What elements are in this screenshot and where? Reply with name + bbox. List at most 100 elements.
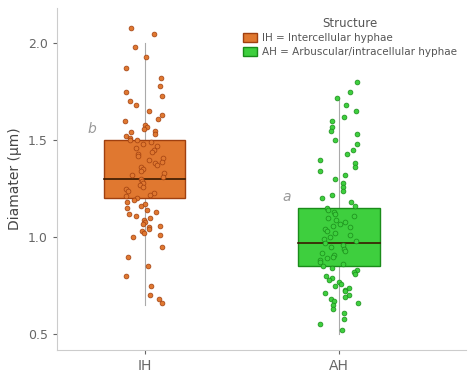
Point xyxy=(335,279,343,285)
Point xyxy=(354,267,361,273)
Point xyxy=(122,273,130,279)
Point xyxy=(352,108,359,114)
Point xyxy=(337,281,345,287)
Point xyxy=(341,219,349,225)
Point xyxy=(139,166,146,172)
Point xyxy=(316,259,324,266)
Point xyxy=(145,224,153,231)
Point xyxy=(156,232,164,238)
Point xyxy=(147,283,155,289)
Point xyxy=(330,251,337,258)
Point xyxy=(123,205,131,211)
Point xyxy=(329,306,337,312)
Point xyxy=(332,217,340,223)
Point xyxy=(328,118,336,124)
Point xyxy=(158,158,166,165)
Point xyxy=(340,114,347,120)
Point xyxy=(143,123,150,130)
Point xyxy=(328,296,335,302)
Point xyxy=(123,186,130,192)
Point xyxy=(122,66,129,72)
Point xyxy=(316,168,324,174)
Point xyxy=(150,147,157,153)
Bar xyxy=(104,140,185,199)
Point xyxy=(343,151,350,157)
Point xyxy=(330,209,338,215)
Point xyxy=(140,125,148,131)
Point xyxy=(153,143,161,149)
Point xyxy=(339,187,347,194)
Point xyxy=(342,288,349,295)
Point xyxy=(347,199,355,205)
Point xyxy=(133,137,141,143)
Point xyxy=(349,147,357,153)
Point xyxy=(157,75,164,81)
Point xyxy=(156,83,164,89)
Point xyxy=(141,219,148,225)
Point xyxy=(324,215,331,221)
Point xyxy=(316,157,324,163)
Point xyxy=(346,89,354,95)
Point xyxy=(130,197,137,203)
Point xyxy=(139,221,147,227)
Point xyxy=(351,203,359,209)
Point xyxy=(139,184,147,190)
Point xyxy=(317,322,324,328)
Point xyxy=(123,89,130,95)
Point xyxy=(156,223,164,229)
Point xyxy=(158,112,165,118)
Point xyxy=(145,108,153,114)
Point xyxy=(351,160,358,166)
Point xyxy=(341,172,348,178)
Point xyxy=(137,164,145,170)
Point xyxy=(126,137,133,143)
Point xyxy=(131,44,139,50)
Point xyxy=(140,217,148,223)
Point xyxy=(328,123,336,130)
Point xyxy=(323,255,330,261)
Point xyxy=(333,94,341,101)
Point xyxy=(327,128,335,134)
Point xyxy=(149,149,156,155)
Point xyxy=(328,191,336,197)
Point xyxy=(147,139,155,145)
Point xyxy=(128,130,135,136)
Point xyxy=(138,178,146,184)
Point xyxy=(327,244,335,250)
Point xyxy=(137,168,145,174)
Point xyxy=(329,302,337,308)
Point xyxy=(330,298,338,304)
Point xyxy=(352,164,359,170)
Point xyxy=(332,283,339,289)
Point xyxy=(321,226,329,232)
Point xyxy=(342,102,349,108)
Point xyxy=(122,133,130,139)
Point xyxy=(146,292,154,298)
Point xyxy=(140,141,147,147)
Point xyxy=(155,296,163,302)
Point xyxy=(128,172,136,178)
Point xyxy=(136,182,143,188)
Point xyxy=(339,242,347,248)
Point xyxy=(150,30,158,37)
Point xyxy=(121,118,129,124)
Point xyxy=(319,250,326,256)
Point xyxy=(350,213,358,219)
Point xyxy=(125,187,132,194)
Point xyxy=(155,116,162,122)
Point xyxy=(345,292,353,298)
Point xyxy=(329,253,337,259)
Point xyxy=(153,209,160,215)
Point xyxy=(127,135,134,141)
Text: b: b xyxy=(87,122,96,136)
Point xyxy=(316,258,324,264)
Point xyxy=(352,238,360,244)
Point xyxy=(159,174,166,180)
Point xyxy=(137,203,145,209)
Point xyxy=(129,234,137,240)
Legend: IH = Intercellular hyphae, AH = Arbuscular/intracellular hyphae: IH = Intercellular hyphae, AH = Arbuscul… xyxy=(239,14,460,60)
Point xyxy=(341,294,348,300)
Point xyxy=(139,180,147,186)
Point xyxy=(146,157,153,163)
Point xyxy=(127,25,135,31)
